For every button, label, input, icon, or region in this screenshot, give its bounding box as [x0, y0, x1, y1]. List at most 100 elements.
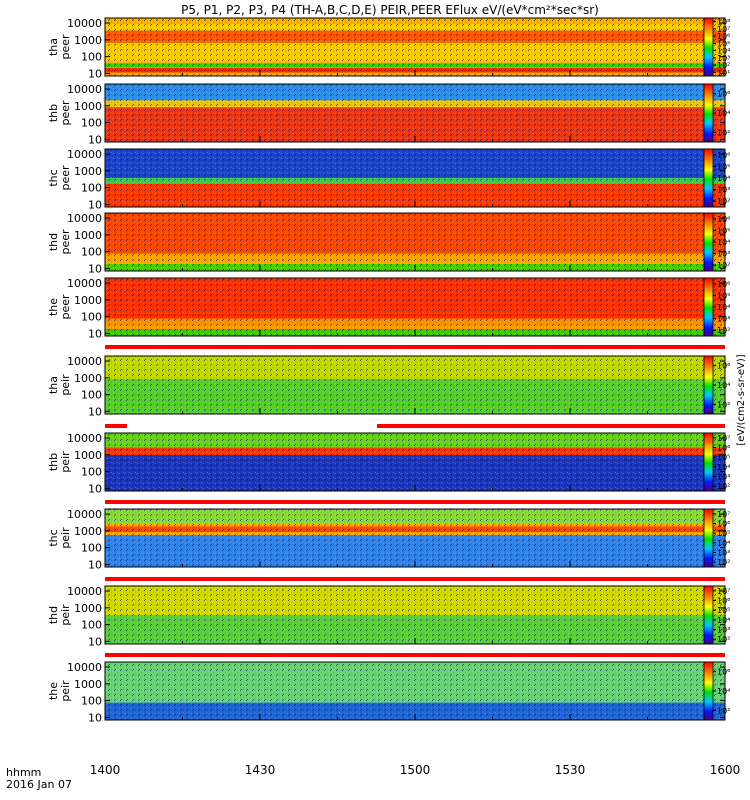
colorbar [703, 83, 714, 143]
colorbar-tick-label: 10⁶ [717, 668, 730, 677]
colorbar-tick-label: 10³ [717, 473, 730, 482]
panel-the-peer: 10 100 1000 10000 the peer 10² 10³ 10⁴ 10⁵ 10⁶ [47, 277, 730, 340]
y-tick-label: 10 [88, 405, 102, 418]
colorbar-tick-label: 10² [717, 706, 730, 715]
colorbar-tick-label: 10³ [717, 626, 730, 635]
y-tick-label: 100 [81, 51, 102, 64]
figure-title: P5, P1, P2, P3, P4 (TH-A,B,C,D,E) PEIR,P… [181, 3, 599, 17]
y-tick-label: 1000 [74, 294, 102, 307]
colorbar [703, 508, 714, 568]
panel-probe-label: thc [47, 529, 60, 546]
y-tick-label: 10 [88, 198, 102, 211]
colorbar [703, 585, 714, 645]
y-tick-label: 10 [88, 262, 102, 275]
spectrogram-area [105, 509, 725, 567]
panel-species-label: peer [59, 100, 72, 126]
y-tick-label: 10 [88, 558, 102, 571]
y-tick-label: 10000 [67, 585, 102, 598]
colorbar-tick-label: 10⁷ [717, 510, 730, 519]
spectrogram-texture [105, 149, 725, 207]
spectrogram-area [105, 433, 725, 491]
colorbar [703, 355, 714, 415]
panel-species-label: peir [59, 527, 72, 549]
spectrogram-texture [105, 213, 725, 271]
colorbar-tick-label: 10² [717, 61, 730, 70]
y-tick-label: 1000 [74, 678, 102, 691]
y-tick-label: 100 [81, 695, 102, 708]
colorbar-tick-label: 10⁶ [717, 520, 730, 529]
x-tick-label: 1530 [555, 763, 586, 777]
spectrogram-texture [105, 586, 725, 644]
y-tick-label: 10 [88, 67, 102, 80]
colorbar [703, 17, 714, 77]
panel-species-label: peir [59, 680, 72, 702]
y-tick-label: 100 [81, 542, 102, 555]
x-tick-label: 1430 [245, 763, 276, 777]
panel-species-label: peer [59, 165, 72, 191]
colorbar-tick-label: 10⁵ [717, 606, 730, 615]
colorbar-tick-label: 10⁷ [717, 25, 730, 34]
colorbar-tick-label: 10⁴ [717, 303, 730, 312]
spectrogram-area [105, 586, 725, 644]
y-tick-label: 1000 [74, 449, 102, 462]
colorbar-tick-label: 10² [717, 261, 730, 270]
flag-bar [105, 500, 725, 504]
spectrogram-area [105, 84, 725, 142]
y-tick-label: 100 [81, 466, 102, 479]
flag-bar-gap [127, 424, 377, 428]
colorbar-tick-label: 10¹ [717, 68, 730, 77]
panel-species-label: peer [59, 229, 72, 255]
colorbar [703, 432, 714, 492]
x-axis-label-date: 2016 Jan 07 [6, 778, 72, 791]
y-tick-label: 100 [81, 182, 102, 195]
colorbar-tick-label: 10⁶ [717, 215, 730, 224]
colorbar-tick-label: 10³ [717, 54, 730, 63]
colorbar-tick-label: 10⁴ [717, 616, 730, 625]
panel-thd-peer: 10 100 1000 10000 thd peer 10² 10³ 10⁴ 10⁵ 10⁶ [47, 212, 730, 275]
flag-bar [105, 577, 725, 581]
colorbar-tick-label: 10⁴ [717, 238, 730, 247]
spectrogram-texture [105, 433, 725, 491]
spectrogram-area [105, 278, 725, 336]
colorbar-tick-label: 10⁶ [717, 444, 730, 453]
y-tick-label: 10 [88, 482, 102, 495]
y-tick-label: 100 [81, 619, 102, 632]
colorbar [703, 661, 714, 721]
x-tick-label: 1600 [710, 763, 741, 777]
panel-species-label: peer [59, 34, 72, 60]
colorbar-tick-label: 10² [717, 558, 730, 567]
colorbar-tick-label: 10² [717, 128, 730, 137]
colorbar-tick-label: 10⁵ [717, 291, 730, 300]
y-tick-label: 10000 [67, 83, 102, 96]
panel-probe-label: thc [47, 169, 60, 186]
colorbar-tick-label: 10² [717, 326, 730, 335]
colorbar [703, 148, 714, 208]
y-tick-label: 10 [88, 133, 102, 146]
colorbar-tick-label: 10⁶ [717, 90, 730, 99]
y-tick-label: 1000 [74, 602, 102, 615]
colorbar-tick-label: 10³ [717, 315, 730, 324]
colorbar-tick-label: 10³ [717, 549, 730, 558]
y-tick-label: 1000 [74, 100, 102, 113]
colorbar-unit-label: [eV/(cm2-s-sr-eV)] [736, 354, 747, 445]
y-tick-label: 10000 [67, 661, 102, 674]
panel-probe-label: thd [47, 606, 60, 624]
y-tick-label: 1000 [74, 165, 102, 178]
spectrogram-area [105, 213, 725, 271]
colorbar [703, 212, 714, 272]
x-tick-label: 1400 [90, 763, 121, 777]
x-tick-label: 1500 [400, 763, 431, 777]
colorbar-tick-label: 10⁷ [717, 587, 730, 596]
spectrogram-texture [105, 84, 725, 142]
panel-probe-label: tha [47, 38, 60, 56]
spectrogram-area [105, 356, 725, 414]
y-tick-label: 100 [81, 311, 102, 324]
flag-bar [105, 653, 725, 657]
colorbar-tick-label: 10² [717, 197, 730, 206]
panel-probe-label: thd [47, 233, 60, 251]
colorbar-tick-label: 10⁴ [717, 381, 730, 390]
y-tick-label: 1000 [74, 229, 102, 242]
